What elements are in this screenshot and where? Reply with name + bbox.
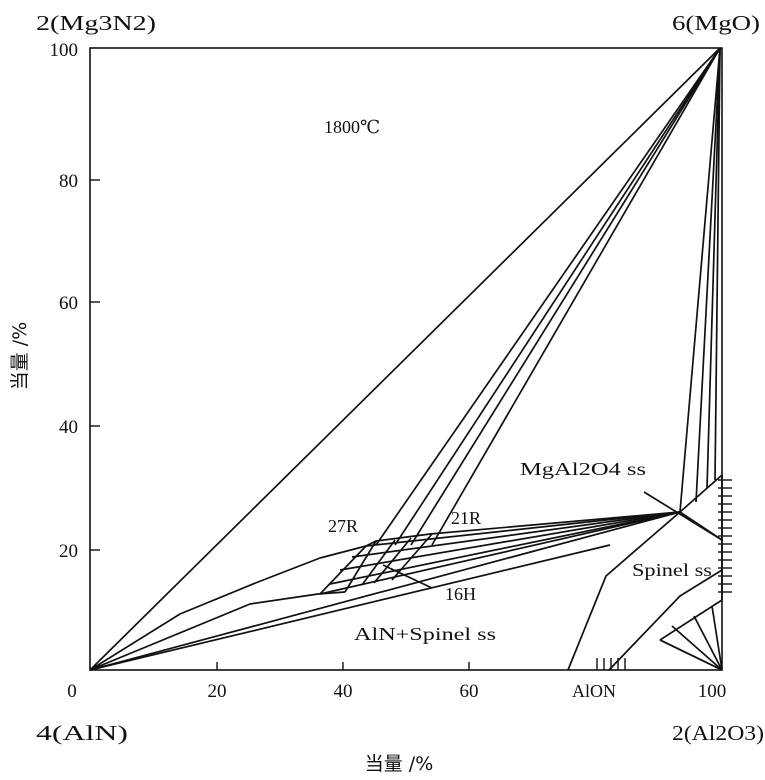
x-tick-60: 60 — [460, 681, 479, 702]
x-tick-40: 40 — [334, 681, 353, 702]
alon-region — [659, 599, 723, 671]
corner-top-right-label: 6(MgO) — [672, 11, 760, 35]
polytype-27r-label: 27R — [328, 516, 358, 536]
x-axis-ticks — [216, 662, 470, 670]
corner-bottom-right-label: 2(Al2O3) — [672, 721, 764, 745]
plot-frame — [89, 47, 723, 671]
x-tick-0: 0 — [67, 681, 77, 702]
x-tick-20: 20 — [208, 681, 227, 702]
polytype-21r-label: 21R — [451, 508, 481, 528]
x-tick-100: 100 — [698, 681, 727, 702]
tie-lines-mgo-polytype — [375, 47, 721, 546]
corner-top-left-label: 2(Mg3N2) — [36, 11, 156, 35]
y-axis-title: 当量 /% — [9, 322, 31, 391]
mgal2o4-label: MgAl2O4 ss — [520, 459, 646, 479]
y-tick-40: 40 — [59, 417, 78, 438]
alon-label: AlON — [572, 681, 616, 701]
alon-ticks — [596, 658, 626, 670]
y-tick-100: 100 — [50, 40, 79, 61]
tie-lines-main — [89, 47, 721, 671]
temperature-label: 1800℃ — [324, 117, 380, 137]
polytype-region — [319, 511, 681, 595]
x-axis-title: 当量 /% — [365, 753, 434, 775]
tie-lines-mgo-spinel — [679, 47, 721, 513]
y-tick-80: 80 — [59, 171, 78, 192]
spinel-label: Spinel ss — [632, 560, 712, 580]
y-tick-60: 60 — [59, 293, 78, 314]
leader-lines — [643, 491, 723, 541]
aln-spinel-label: AlN+Spinel ss — [354, 624, 496, 644]
spinel-hatch-marks — [718, 479, 732, 593]
y-tick-20: 20 — [59, 541, 78, 562]
corner-bottom-left-label: 4(AlN) — [36, 721, 128, 745]
y-axis-ticks — [90, 179, 100, 551]
polytype-16h-label: 16H — [445, 584, 476, 604]
tie-lines-aln-fan — [89, 511, 681, 671]
